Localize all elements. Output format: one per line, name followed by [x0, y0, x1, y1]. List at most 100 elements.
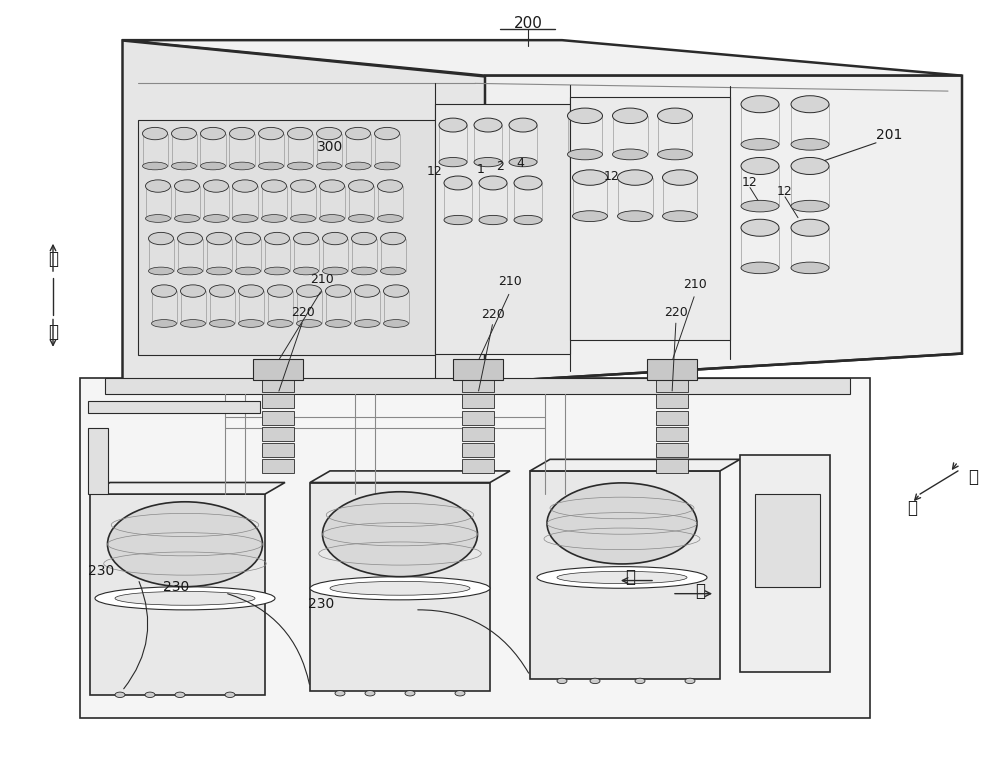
Ellipse shape — [741, 96, 779, 113]
Text: 220: 220 — [291, 306, 315, 319]
Ellipse shape — [320, 180, 344, 192]
Ellipse shape — [791, 96, 829, 113]
Ellipse shape — [547, 483, 697, 564]
Ellipse shape — [354, 285, 380, 297]
Ellipse shape — [326, 285, 351, 297]
Polygon shape — [462, 394, 494, 408]
Ellipse shape — [200, 162, 226, 170]
Text: 12: 12 — [742, 176, 758, 188]
Ellipse shape — [236, 232, 260, 245]
Text: 200: 200 — [514, 15, 542, 31]
Polygon shape — [462, 427, 494, 441]
Ellipse shape — [210, 320, 234, 327]
Ellipse shape — [148, 267, 174, 275]
Ellipse shape — [685, 679, 695, 684]
Ellipse shape — [175, 692, 185, 698]
Ellipse shape — [143, 127, 168, 140]
Ellipse shape — [232, 180, 258, 192]
Polygon shape — [485, 76, 962, 382]
Text: 210: 210 — [498, 276, 522, 288]
Ellipse shape — [225, 692, 235, 698]
Ellipse shape — [384, 285, 409, 297]
Polygon shape — [656, 443, 688, 457]
Ellipse shape — [178, 267, 202, 275]
Ellipse shape — [791, 219, 829, 236]
Ellipse shape — [239, 285, 264, 297]
Polygon shape — [647, 359, 697, 380]
Ellipse shape — [612, 108, 648, 124]
Text: 左: 左 — [625, 568, 635, 587]
Text: 220: 220 — [481, 308, 505, 320]
Ellipse shape — [444, 215, 472, 225]
Ellipse shape — [210, 285, 234, 297]
Ellipse shape — [509, 157, 537, 167]
Polygon shape — [262, 394, 294, 408]
Ellipse shape — [330, 581, 470, 595]
Text: 12: 12 — [604, 170, 620, 182]
Ellipse shape — [207, 232, 232, 245]
Ellipse shape — [474, 118, 502, 132]
Ellipse shape — [322, 492, 478, 577]
Ellipse shape — [290, 180, 316, 192]
Polygon shape — [262, 411, 294, 425]
Text: 230: 230 — [163, 580, 189, 594]
Text: 230: 230 — [88, 564, 114, 578]
Polygon shape — [122, 40, 962, 76]
Ellipse shape — [290, 215, 316, 222]
Ellipse shape — [590, 679, 600, 684]
Ellipse shape — [172, 127, 196, 140]
Ellipse shape — [230, 162, 254, 170]
Ellipse shape — [288, 162, 313, 170]
Polygon shape — [656, 411, 688, 425]
Polygon shape — [88, 401, 260, 413]
Polygon shape — [453, 359, 503, 380]
Polygon shape — [656, 427, 688, 441]
Polygon shape — [462, 443, 494, 457]
Ellipse shape — [175, 215, 200, 222]
Ellipse shape — [374, 127, 400, 140]
Ellipse shape — [349, 215, 374, 222]
Polygon shape — [88, 428, 108, 494]
Ellipse shape — [326, 320, 351, 327]
Ellipse shape — [455, 691, 465, 696]
Ellipse shape — [444, 176, 472, 190]
Ellipse shape — [148, 232, 174, 245]
Ellipse shape — [268, 320, 292, 327]
Ellipse shape — [204, 180, 228, 192]
Ellipse shape — [349, 180, 374, 192]
Polygon shape — [90, 482, 285, 494]
Ellipse shape — [346, 127, 370, 140]
Ellipse shape — [152, 285, 176, 297]
Polygon shape — [462, 411, 494, 425]
Ellipse shape — [207, 267, 232, 275]
Ellipse shape — [618, 211, 652, 222]
Ellipse shape — [741, 219, 779, 236]
Ellipse shape — [297, 285, 322, 297]
Polygon shape — [262, 378, 294, 392]
Ellipse shape — [258, 162, 284, 170]
Text: 230: 230 — [308, 597, 334, 611]
Ellipse shape — [365, 691, 375, 696]
Ellipse shape — [294, 232, 319, 245]
Ellipse shape — [322, 232, 348, 245]
Ellipse shape — [479, 215, 507, 225]
Ellipse shape — [178, 232, 202, 245]
Ellipse shape — [108, 502, 262, 587]
Polygon shape — [462, 459, 494, 473]
Polygon shape — [435, 104, 570, 354]
Ellipse shape — [115, 692, 125, 698]
Ellipse shape — [791, 139, 829, 150]
Ellipse shape — [439, 157, 467, 167]
Ellipse shape — [239, 320, 264, 327]
Ellipse shape — [352, 267, 376, 275]
Ellipse shape — [572, 211, 608, 222]
Text: 前: 前 — [907, 499, 917, 517]
Ellipse shape — [236, 267, 260, 275]
Text: 下: 下 — [48, 323, 58, 341]
Ellipse shape — [335, 691, 345, 696]
Text: 210: 210 — [310, 273, 334, 286]
Ellipse shape — [352, 232, 376, 245]
Ellipse shape — [145, 692, 155, 698]
Ellipse shape — [509, 118, 537, 132]
Ellipse shape — [268, 285, 292, 297]
